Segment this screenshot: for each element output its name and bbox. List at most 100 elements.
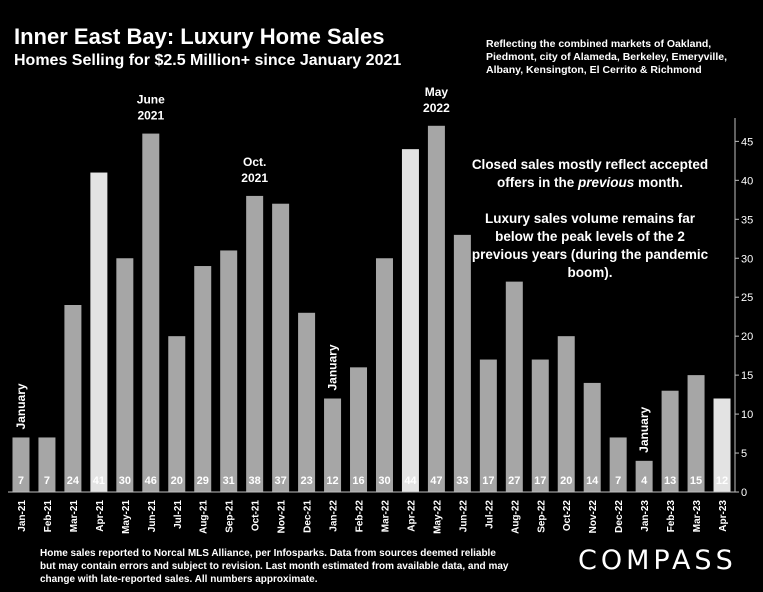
- x-tick-label: Feb-23: [666, 500, 677, 533]
- annotation-label: June: [137, 93, 165, 107]
- data-label-jan-23: 4: [641, 475, 648, 487]
- x-tick-label: May-21: [121, 500, 132, 534]
- data-label-sep-22: 17: [534, 475, 546, 487]
- data-label-mar-22: 30: [378, 475, 390, 487]
- bar-apr-21: [90, 172, 108, 492]
- data-label-apr-21: 41: [93, 475, 105, 487]
- bar-apr-22: [401, 149, 419, 492]
- annotation-label: Oct.: [243, 155, 266, 169]
- bar-nov-21: [272, 203, 290, 493]
- annotation-january: January: [637, 406, 651, 452]
- callout-text-end: month.: [634, 175, 684, 190]
- x-tick-label: Jun-22: [458, 500, 469, 533]
- bar-apr-23: [713, 398, 731, 492]
- callout-volume: Luxury sales volume remains far below th…: [471, 211, 709, 280]
- data-label-feb-21: 7: [44, 475, 50, 487]
- annotation-label: 2021: [241, 171, 268, 185]
- bar-may-22: [427, 125, 445, 493]
- data-label-jul-21: 20: [171, 475, 183, 487]
- data-label-apr-23: 12: [716, 475, 728, 487]
- callout-italic-word: previous: [577, 175, 635, 190]
- callout-accepted-offers: Closed sales mostly reflect accepted off…: [470, 156, 710, 192]
- bar-oct-22: [557, 336, 575, 492]
- data-label-jun-21: 46: [145, 475, 157, 487]
- data-label-oct-22: 20: [560, 475, 572, 487]
- bar-dec-22: [609, 437, 627, 492]
- bar-aug-21: [194, 266, 212, 492]
- data-label-jan-22: 12: [326, 475, 338, 487]
- data-label-oct-21: 38: [249, 475, 261, 487]
- bar-jan-21: [12, 437, 30, 492]
- bar-aug-22: [505, 281, 523, 492]
- data-label-jan-21: 7: [18, 475, 24, 487]
- x-tick-label: Jun-21: [147, 500, 158, 533]
- y-tick-label: 5: [741, 448, 747, 460]
- data-label-mar-21: 24: [67, 475, 80, 487]
- data-label-jul-22: 17: [482, 475, 494, 487]
- callout-text-start: Closed sales mostly reflect accepted off…: [471, 157, 709, 190]
- y-tick-label: 25: [741, 292, 753, 304]
- bar-feb-23: [661, 390, 679, 492]
- compass-logo: COMPASS: [578, 545, 737, 576]
- y-tick-label: 0: [741, 487, 747, 499]
- x-tick-label: Nov-22: [588, 500, 599, 534]
- data-label-may-22: 47: [430, 475, 442, 487]
- x-tick-label: Mar-21: [69, 500, 80, 533]
- y-tick-label: 20: [741, 331, 753, 343]
- y-tick-label: 35: [741, 214, 753, 226]
- x-tick-label: Jan-22: [329, 500, 340, 532]
- x-tick-label: May-22: [432, 500, 443, 534]
- y-tick-label: 15: [741, 370, 753, 382]
- x-tick-label: Dec-22: [614, 500, 625, 533]
- bar-dec-21: [298, 312, 316, 492]
- data-label-feb-23: 13: [664, 475, 676, 487]
- annotation-label: 2021: [137, 109, 164, 123]
- y-tick-label: 40: [741, 175, 753, 187]
- x-tick-label: Dec-21: [303, 500, 314, 533]
- annotation-label: 2022: [423, 101, 450, 115]
- bar-mar-22: [375, 258, 393, 492]
- x-tick-label: Jul-21: [173, 500, 184, 529]
- x-tick-label: Apr-22: [406, 500, 417, 532]
- bar-jan-23: [635, 460, 653, 492]
- y-tick-label: 45: [741, 136, 753, 148]
- x-tick-label: Aug-21: [199, 500, 210, 534]
- bar-sep-22: [531, 359, 549, 492]
- x-tick-label: Feb-21: [43, 500, 54, 533]
- bar-nov-22: [583, 382, 601, 492]
- markets-note: Reflecting the combined markets of Oakla…: [486, 38, 728, 76]
- x-tick-label: Apr-21: [95, 500, 106, 532]
- x-tick-label: Jul-22: [484, 500, 495, 529]
- x-tick-label: Sep-22: [536, 500, 547, 533]
- bar-feb-21: [38, 437, 56, 492]
- bar-feb-22: [350, 367, 368, 492]
- bar-jun-22: [453, 234, 471, 492]
- bar-sep-21: [220, 250, 238, 492]
- x-tick-label: Oct-21: [251, 500, 262, 532]
- annotation-label: May: [425, 85, 449, 99]
- data-label-sep-21: 31: [223, 475, 235, 487]
- x-tick-label: Feb-22: [355, 500, 366, 533]
- data-label-apr-22: 44: [404, 475, 417, 487]
- source-footnote: Home sales reported to Norcal MLS Allian…: [40, 548, 509, 585]
- x-tick-label: Mar-22: [380, 500, 391, 533]
- x-tick-label: Mar-23: [692, 500, 703, 533]
- x-tick-label: Apr-23: [718, 500, 729, 532]
- data-label-aug-22: 27: [508, 475, 520, 487]
- x-tick-label: Sep-21: [225, 500, 236, 533]
- data-label-nov-21: 37: [275, 475, 287, 487]
- bar-mar-21: [64, 305, 82, 492]
- bar-jul-22: [479, 359, 497, 492]
- chart-title: Inner East Bay: Luxury Home Sales: [14, 24, 385, 49]
- data-label-nov-22: 14: [586, 475, 599, 487]
- data-label-dec-21: 23: [300, 475, 312, 487]
- data-label-feb-22: 16: [352, 475, 364, 487]
- bar-may-21: [116, 258, 134, 492]
- bar-jun-21: [142, 133, 160, 493]
- x-tick-label: Nov-21: [277, 500, 288, 534]
- bar-jul-21: [168, 336, 186, 492]
- x-tick-label: Oct-22: [562, 500, 573, 532]
- bar-oct-21: [246, 195, 264, 492]
- data-label-may-21: 30: [119, 475, 131, 487]
